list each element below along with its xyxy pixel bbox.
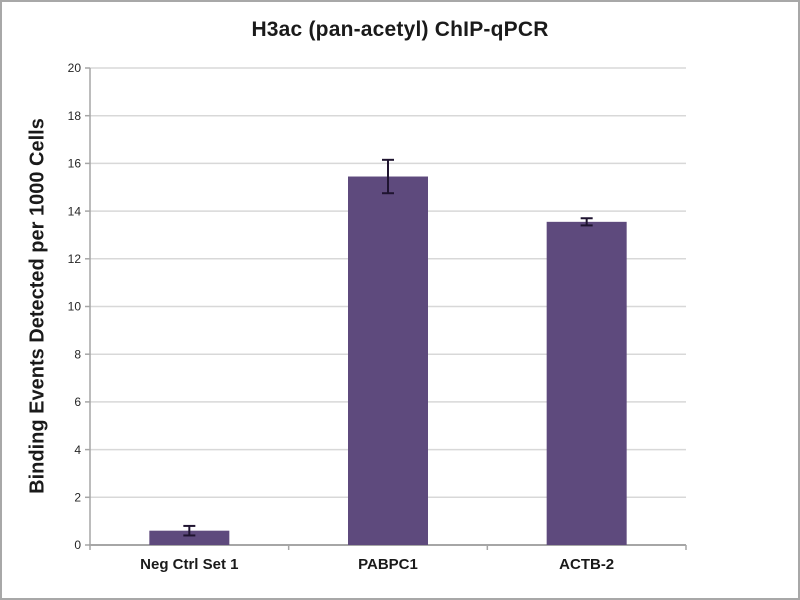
y-tick-label: 14 [68,204,82,218]
y-tick-label: 18 [68,109,82,123]
y-tick-label: 20 [68,61,82,75]
y-tick-label: 2 [74,491,81,505]
y-tick-label: 6 [74,395,81,409]
y-tick-label: 8 [74,347,81,361]
y-tick-label: 0 [74,538,81,552]
bar-ACTB-2 [546,221,627,545]
y-tick-label: 12 [68,252,82,266]
x-category-label: Neg Ctrl Set 1 [140,556,238,573]
bar-Neg Ctrl Set 1 [149,530,230,545]
chart-title: H3ac (pan-acetyl) ChIP-qPCR [251,18,549,41]
y-tick-label: 4 [74,443,81,457]
y-tick-label: 16 [68,157,82,171]
x-category-label: PABPC1 [358,556,418,573]
bar-PABPC1 [348,176,428,545]
y-tick-label: 10 [68,300,82,314]
x-category-label: ACTB-2 [559,556,614,573]
